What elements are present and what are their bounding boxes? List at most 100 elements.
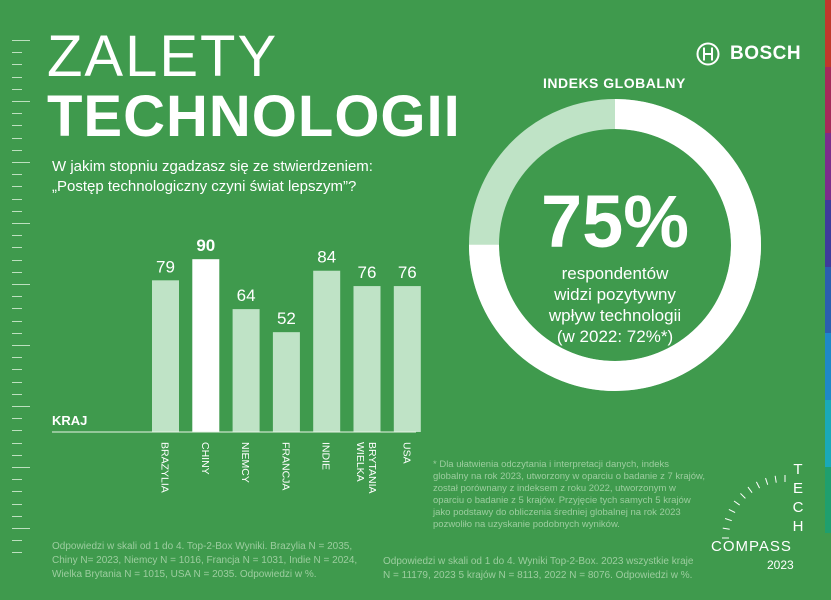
compass-tick [755,481,761,489]
ruler-tick [12,88,22,90]
bar-value-label: 79 [156,257,175,276]
bar-value-label: 76 [398,263,417,282]
ruler-tick [12,137,22,139]
ruler-tick [12,528,30,529]
global-index-value: 75% [540,180,690,263]
bar-value-label: 84 [317,248,336,267]
color-stripe-segment [825,0,831,67]
color-stripe-segment [825,533,831,600]
ruler-tick [12,552,22,554]
ruler-tick [12,381,22,383]
ruler-tick [12,430,22,432]
global-index-description: respondentów widzi pozytywny wpływ techn… [470,263,760,347]
logo-year: 2023 [767,558,794,572]
global-index-label: INDEKS GLOBALNY [543,75,686,91]
source-note-global: Odpowiedzi w skali od 1 do 4. Wyniki Top… [383,556,694,581]
ruler-tick [12,503,22,505]
bar [152,280,179,432]
ruler-tick [12,345,30,346]
ruler-tick [12,369,22,371]
question-line-2: „Postęp technologiczny czyni świat lepsz… [52,178,357,195]
ruler-tick [12,479,22,481]
ruler-tick [12,393,22,395]
category-label: INDIE [320,442,332,470]
ruler-tick [12,332,22,334]
title-line-2: TECHNOLOGII [47,84,461,149]
ruler-tick [12,406,30,407]
ruler-tick [12,40,30,41]
compass-tick [774,475,777,483]
bar-value-label: 52 [277,309,296,328]
ruler-tick [12,515,22,517]
ruler-tick [12,296,22,298]
category-label: CHINY [199,442,211,475]
ruler-tick [12,247,22,249]
color-stripe-segment [825,133,831,200]
color-stripe-segment [825,199,831,267]
description-line-2: widzi pozytywny [554,285,676,304]
ruler-tick [12,198,22,200]
category-label: BRYTANIA [366,442,378,494]
description-line-1: respondentów [561,264,669,283]
color-stripe-segment [825,399,831,467]
title-line-1: ZALETY [47,24,279,89]
bar [192,259,220,432]
compass-tick [747,486,753,493]
ruler-tick [12,52,22,54]
compass-arc-icon [722,475,786,539]
survey-question: W jakim stopniu zgadzasz się ze stwierdz… [52,157,373,197]
bar [353,286,381,432]
category-label: NIEMCY [239,442,251,483]
bosch-armature-icon [696,42,720,66]
bar [313,270,341,432]
x-axis-title: KRAJ [52,413,88,428]
compass-tick [728,508,736,514]
bar [393,286,421,432]
ruler-tick [12,259,22,261]
description-line-4: (w 2022: 72%*) [556,327,674,346]
description-line-3: wpływ technologii [548,306,682,325]
ruler-tick [12,174,22,176]
question-line-1: W jakim stopniu zgadzasz się ze stwierdz… [52,158,373,175]
color-stripe-segment [825,333,831,400]
donut-fill [469,99,761,391]
bar [232,309,260,432]
color-stripe-segment [825,266,831,334]
category-label: USA [400,442,412,464]
tech-letter: T [793,461,803,478]
ruler-tick [12,76,22,78]
compass-tick [724,518,732,522]
ruler-tick [12,223,30,224]
color-stripe-segment [825,466,831,534]
bar-value-label: 64 [237,286,256,305]
ruler-tick [12,235,22,237]
brand-logo: BOSCH [696,42,801,66]
category-label: WIELKA [354,442,366,482]
ruler-tick [12,418,22,420]
compass-tick [740,493,746,499]
ruler-tick [12,162,30,163]
ruler-tick [12,210,22,212]
source-note-countries: Odpowiedzi w skali od 1 do 4. Top-2-Box … [52,541,358,580]
tech-letter: E [792,480,803,497]
tech-letter: H [792,518,804,535]
ruler-tick [12,454,22,456]
ruler-tick [12,149,22,151]
compass-word: COMPASS [711,538,792,555]
ruler-tick [12,101,30,102]
ruler-tick [12,113,22,115]
compass-tick [722,527,730,530]
ruler-tick [12,125,22,127]
bar-value-label: 90 [196,236,215,255]
brand-name: BOSCH [730,43,802,64]
category-label: FRANCJA [279,442,291,490]
compass-tick [733,500,740,506]
ruler-tick [12,308,22,310]
bar [272,332,300,432]
color-stripe-segment [825,66,831,134]
bar-value-label: 76 [358,263,377,282]
